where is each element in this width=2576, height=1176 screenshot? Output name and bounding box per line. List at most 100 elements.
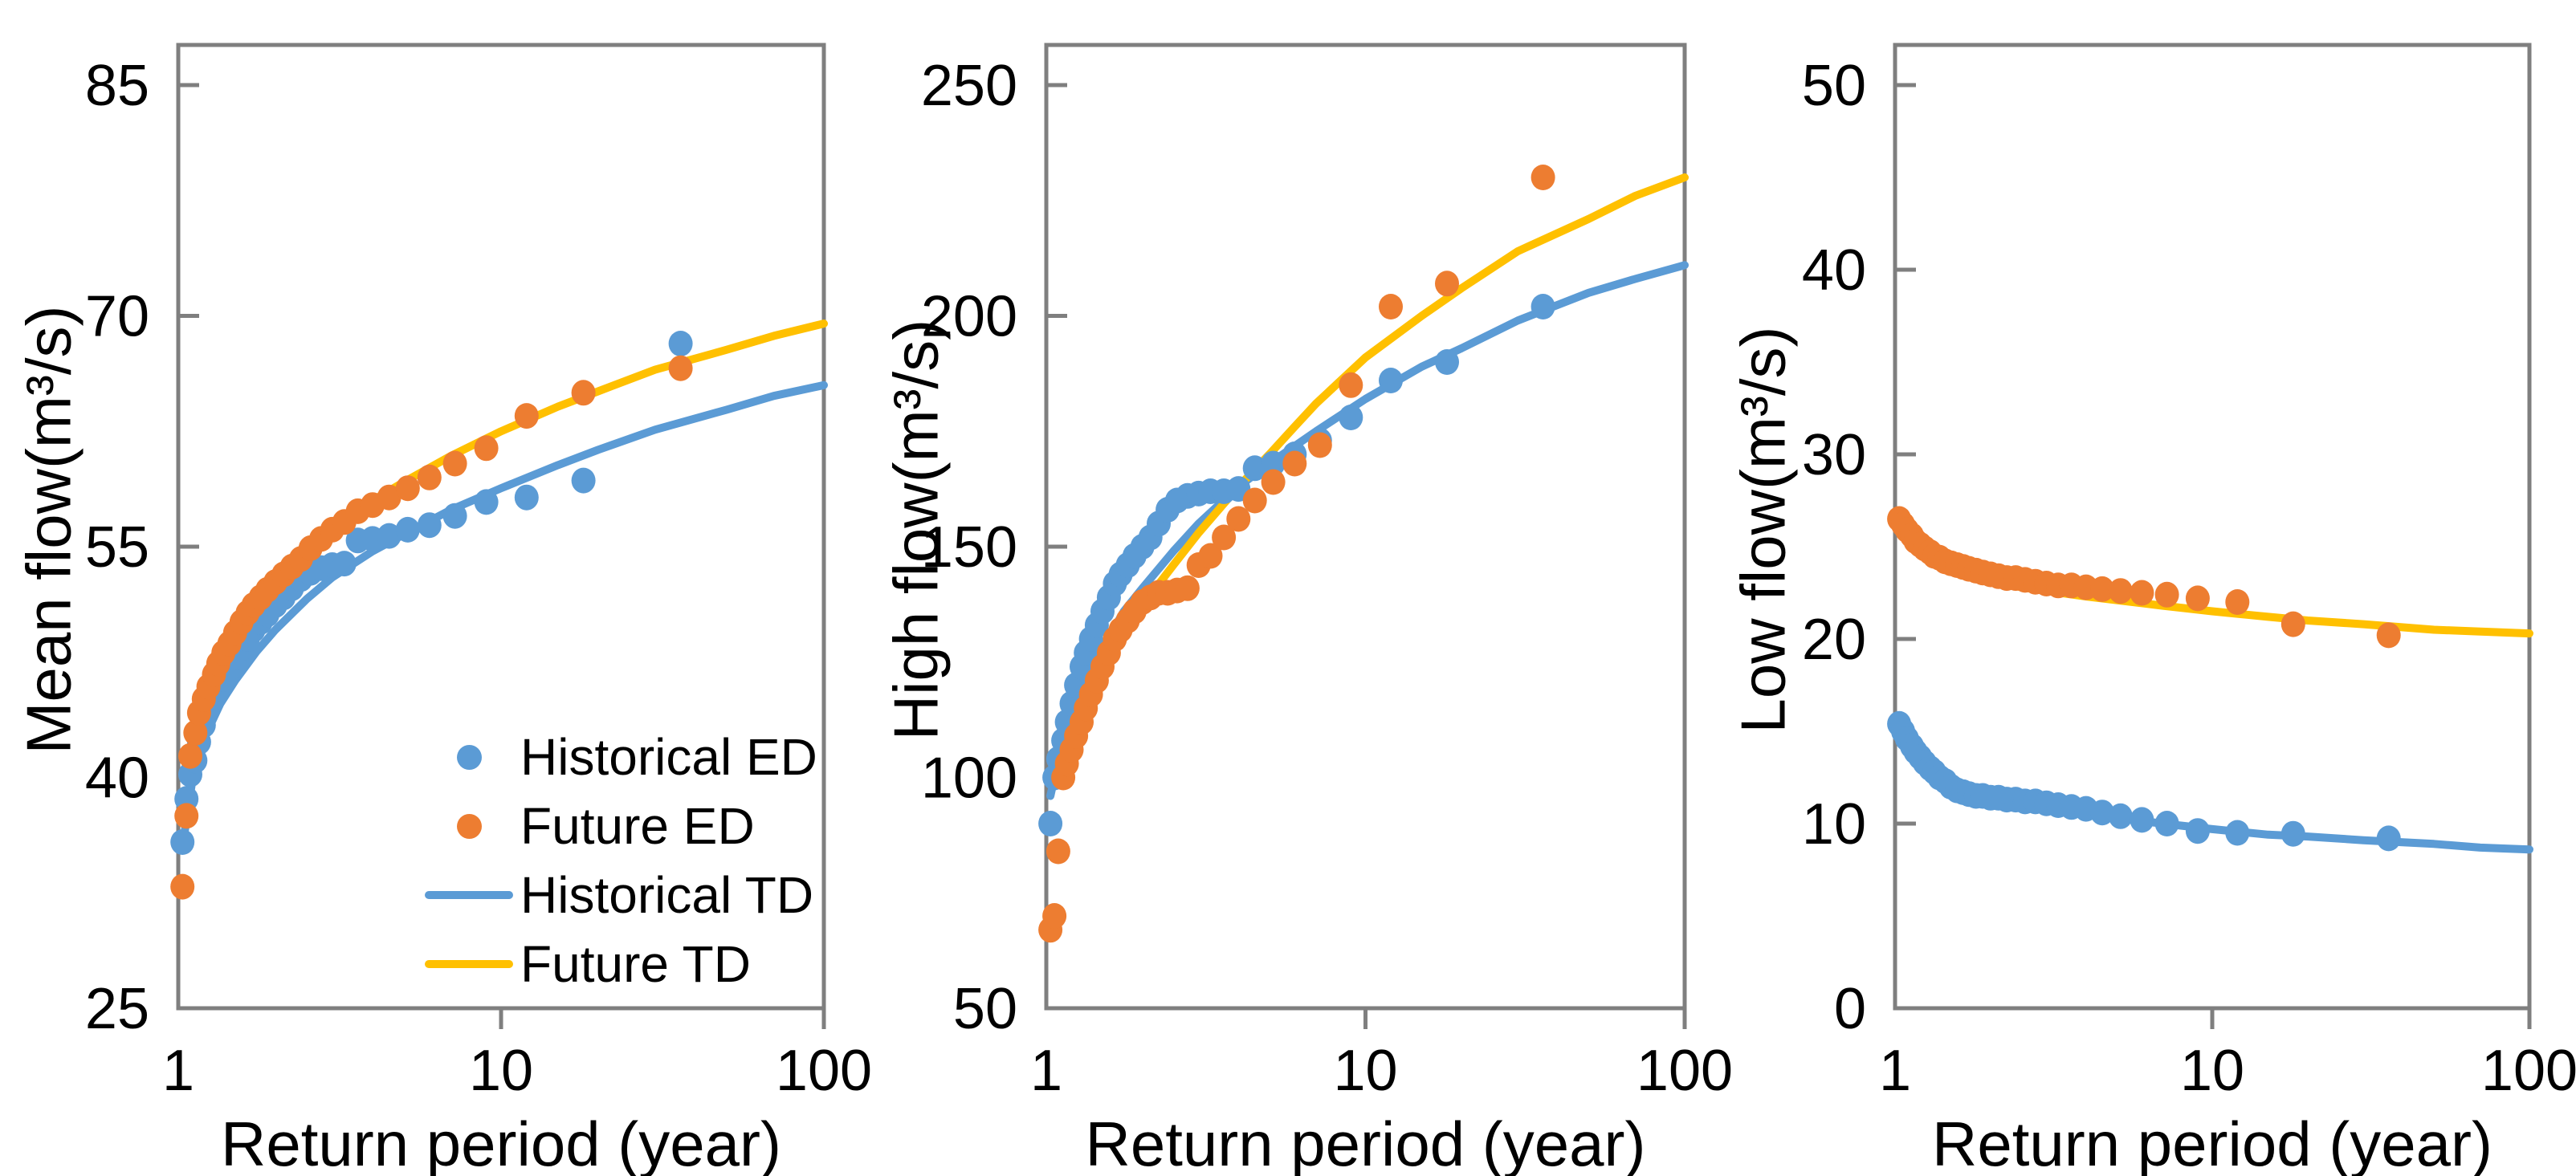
data-point xyxy=(2376,622,2401,649)
series-future-ed xyxy=(170,355,693,900)
data-point xyxy=(2185,818,2210,844)
data-point xyxy=(2108,578,2133,604)
data-point xyxy=(395,516,420,543)
y-tick-label: 150 xyxy=(921,515,1017,580)
data-point xyxy=(1242,455,1267,482)
x-axis-title: Return period (year) xyxy=(221,1109,781,1176)
data-point xyxy=(377,523,401,549)
future-td-line-icon xyxy=(425,960,513,968)
x-axis-title: Return period (year) xyxy=(1086,1109,1646,1176)
x-tick-label: 100 xyxy=(1636,1039,1733,1103)
y-tick-label: 10 xyxy=(1802,792,1866,857)
data-point xyxy=(2280,820,2305,847)
future-ed-dot-icon xyxy=(456,813,482,839)
legend-label: Historical TD xyxy=(520,866,814,924)
legend: Historical ED Future ED Historical TD Fu… xyxy=(424,722,817,999)
series-future-ed xyxy=(1887,506,2401,649)
y-tick-label: 30 xyxy=(1802,423,1866,487)
data-point xyxy=(668,331,693,356)
data-point xyxy=(442,450,467,477)
y-tick-label: 55 xyxy=(85,515,149,580)
legend-item-future-ed: Future ED xyxy=(424,791,817,861)
data-point xyxy=(571,467,596,494)
y-axis-title: Mean flow(m³/s) xyxy=(13,305,84,754)
y-axis-title: Low flow(m³/s) xyxy=(1727,326,1798,733)
data-point xyxy=(417,464,442,490)
data-point xyxy=(377,484,401,511)
legend-label: Historical ED xyxy=(520,728,817,786)
plot-frame xyxy=(1893,43,2532,1011)
data-point xyxy=(170,829,195,855)
plot-frame xyxy=(1044,43,1687,1011)
data-point xyxy=(170,873,195,900)
data-point xyxy=(1045,838,1070,865)
y-tick-label: 200 xyxy=(921,285,1017,349)
data-point xyxy=(1379,294,1403,319)
data-point xyxy=(2130,807,2154,833)
data-point xyxy=(2090,800,2114,826)
x-tick-label: 10 xyxy=(469,1039,533,1103)
x-tick-label: 10 xyxy=(1333,1039,1397,1103)
series-future-ed xyxy=(1038,165,1555,943)
data-point xyxy=(2225,820,2250,846)
legend-item-future-td: Future TD xyxy=(424,930,817,999)
y-tick-label: 250 xyxy=(921,54,1017,118)
series-historical-ed xyxy=(1887,710,2401,852)
data-point xyxy=(1531,165,1555,190)
data-point xyxy=(2154,581,2179,608)
data-point xyxy=(2185,585,2210,612)
series-historical-ed xyxy=(1038,294,1555,836)
x-tick-label: 100 xyxy=(776,1039,872,1103)
y-tick-label: 25 xyxy=(85,977,149,1041)
data-point xyxy=(1038,811,1063,836)
data-point xyxy=(1531,294,1555,319)
y-tick-label: 40 xyxy=(85,747,149,811)
data-point xyxy=(395,475,420,502)
data-point xyxy=(1212,524,1237,551)
data-point xyxy=(178,743,202,769)
data-point xyxy=(2225,589,2250,615)
data-point xyxy=(174,803,199,829)
x-tick-label: 1 xyxy=(162,1039,194,1103)
data-point xyxy=(571,380,596,406)
data-point xyxy=(2280,611,2305,637)
historical-ed-dot-icon xyxy=(456,744,482,770)
data-point xyxy=(2090,576,2114,602)
data-point xyxy=(668,355,693,381)
y-tick-label: 85 xyxy=(85,54,149,118)
data-point xyxy=(474,489,499,515)
y-axis-title: High flow(m³/s) xyxy=(880,319,951,740)
data-point xyxy=(514,484,539,511)
data-point xyxy=(1261,450,1286,477)
x-tick-label: 100 xyxy=(2481,1039,2576,1103)
data-point xyxy=(417,512,442,539)
x-axis-title: Return period (year) xyxy=(1932,1109,2492,1176)
data-point xyxy=(332,551,357,577)
data-point xyxy=(1339,372,1363,398)
data-point xyxy=(1379,368,1403,393)
data-point xyxy=(183,719,208,746)
data-point xyxy=(1242,487,1267,514)
historical-td-line-icon xyxy=(425,891,513,899)
legend-item-historical-ed: Historical ED xyxy=(424,722,817,791)
y-tick-label: 50 xyxy=(953,977,1017,1041)
y-tick-label: 20 xyxy=(1802,608,1866,672)
y-tick-label: 70 xyxy=(85,285,149,349)
data-point xyxy=(1226,506,1251,532)
data-point xyxy=(1307,432,1332,458)
data-point xyxy=(1435,271,1459,297)
data-point xyxy=(474,435,499,462)
data-point xyxy=(2108,803,2133,829)
data-point xyxy=(1282,450,1307,477)
data-point xyxy=(442,503,467,529)
data-point xyxy=(1435,349,1459,375)
x-tick-label: 10 xyxy=(2180,1039,2244,1103)
data-point xyxy=(2376,825,2401,852)
data-point xyxy=(514,403,539,429)
data-point xyxy=(1042,903,1067,929)
